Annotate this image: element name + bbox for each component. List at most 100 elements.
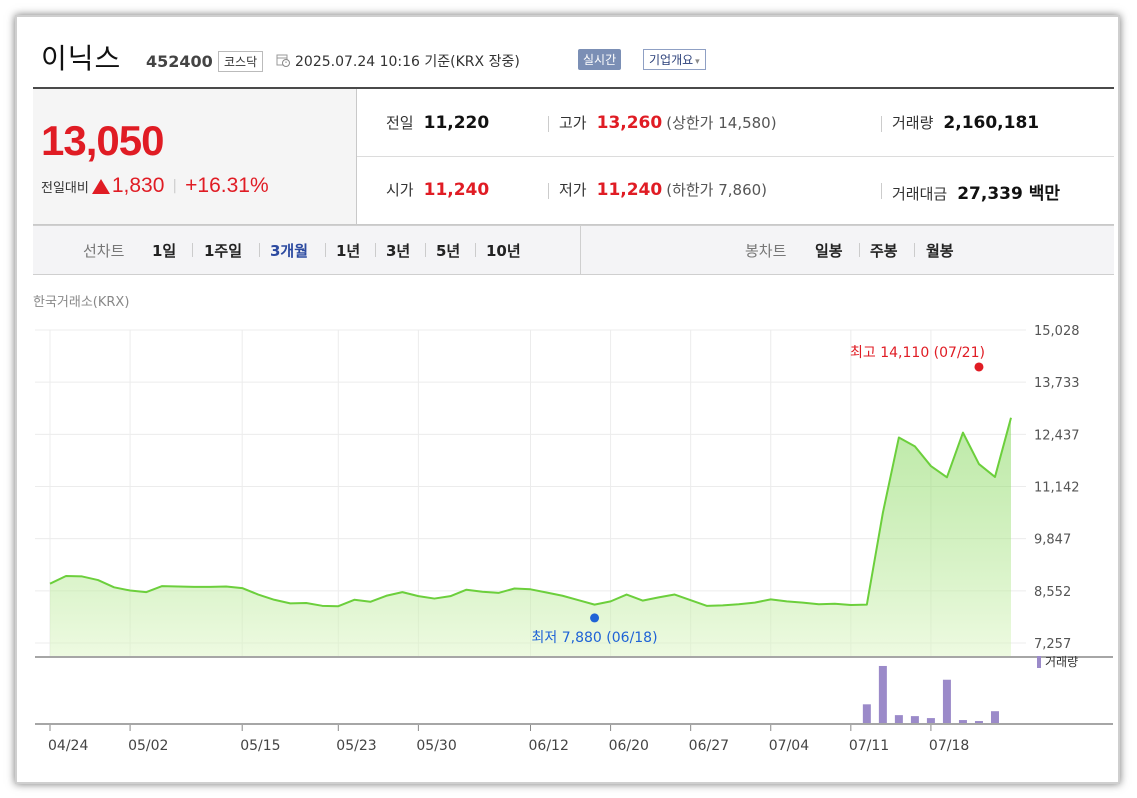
amount-value: 27,339 백만	[957, 184, 1061, 204]
quote-details: 전일 11,220 고가 13,260 (상한가 14,580) 거래량 2,160,1…	[357, 89, 1114, 224]
x-tick-label: 04/24	[48, 738, 88, 754]
x-tick-label: 07/04	[769, 738, 809, 754]
volume-bar	[926, 718, 935, 723]
lower-limit: (하한가 7,860)	[666, 181, 768, 199]
high-annotation: 최고 14,110 (07/21)	[850, 345, 985, 361]
x-tick-label: 06/27	[689, 738, 729, 754]
divider	[375, 243, 376, 257]
divider	[881, 183, 882, 199]
company-overview-dropdown[interactable]: 기업개요 ▾	[643, 49, 706, 70]
price-line	[49, 417, 1012, 608]
high-label: 고가	[559, 114, 587, 132]
x-tick-label: 07/11	[849, 738, 889, 754]
period-3y[interactable]: 3년	[386, 242, 411, 260]
timestamp: 2025.07.24 10:16 기준(KRX 장중)	[295, 54, 520, 70]
amount-label: 거래대금	[892, 185, 948, 203]
change-row: 전일대비 1,830 | +16.31%	[41, 174, 269, 198]
period-10y[interactable]: 10년	[486, 242, 521, 260]
volume-bar	[942, 679, 951, 723]
divider	[259, 243, 260, 257]
divider	[325, 243, 326, 257]
divider	[548, 183, 549, 199]
low-label: 저가	[559, 181, 587, 199]
y-tick-label: 9,847	[1034, 533, 1071, 548]
open-value: 11,240	[423, 180, 490, 200]
divider: |	[172, 178, 178, 194]
stock-code: 452400	[146, 52, 213, 71]
volume-legend: 거래량	[1037, 653, 1078, 670]
change-value: 1,830	[111, 174, 165, 197]
volume-bar	[974, 721, 983, 723]
divider	[548, 116, 549, 132]
volume-bar	[862, 704, 871, 723]
upper-limit: (상한가 14,580)	[666, 114, 777, 132]
volume-bar	[958, 720, 967, 723]
up-triangle-icon	[91, 178, 110, 194]
row-divider	[357, 156, 1114, 157]
divider	[914, 243, 915, 257]
candle-daily[interactable]: 일봉	[815, 242, 843, 260]
divider	[425, 243, 426, 257]
period-3m[interactable]: 3개월	[270, 242, 309, 260]
open-label: 시가	[386, 181, 414, 199]
volume-swatch	[1037, 655, 1041, 668]
price-box: 13,050 전일대비 1,830 | +16.31%	[33, 89, 357, 224]
volume-bar	[910, 716, 919, 723]
x-tick-label: 07/18	[929, 738, 969, 754]
x-tick-label: 05/02	[128, 738, 168, 754]
exchange-label: 한국거래소(KRX)	[33, 295, 130, 310]
period-bar: 선차트 1일 1주일 3개월 1년 3년 5년 10년 봉차트 일봉 주봉 월봉	[33, 225, 1114, 275]
chevron-down-icon: ▾	[695, 57, 700, 67]
price-area-fill	[50, 417, 1011, 656]
x-tick-label: 05/30	[416, 738, 456, 754]
candle-chart-label: 봉차트	[745, 242, 787, 260]
current-price: 13,050	[41, 117, 164, 164]
candle-weekly[interactable]: 주봉	[870, 242, 898, 260]
x-tick-label: 06/12	[529, 738, 569, 754]
prev-label: 전일	[386, 114, 414, 132]
low-annotation: 최저 7,880 (06/18)	[532, 630, 658, 646]
volume-bar	[878, 665, 887, 723]
volume: 거래량 2,160,181	[892, 112, 1039, 133]
quote-panel: 13,050 전일대비 1,830 | +16.31% 전일 11,220 고가 1…	[33, 89, 1114, 225]
prev-value: 11,220	[423, 113, 490, 133]
y-tick-label: 12,437	[1034, 428, 1080, 443]
low-value: 11,240	[596, 180, 663, 200]
stock-header: 이닉스 452400 코스닥 2025.07.24 10:16 기준(KRX 장…	[33, 17, 1114, 89]
y-tick-label: 7,257	[1034, 637, 1071, 652]
day-high: 고가 13,260 (상한가 14,580)	[559, 112, 777, 133]
divider	[881, 116, 882, 132]
volume-bar	[894, 715, 903, 723]
period-5y[interactable]: 5년	[436, 242, 461, 260]
open-price: 시가 11,240	[386, 179, 489, 200]
period-1y[interactable]: 1년	[336, 242, 361, 260]
divider	[475, 243, 476, 257]
divider	[859, 243, 860, 257]
stock-name[interactable]: 이닉스	[41, 42, 122, 75]
y-tick-label: 11,142	[1034, 481, 1080, 496]
x-tick-label: 05/23	[336, 738, 376, 754]
period-1d[interactable]: 1일	[152, 242, 177, 260]
y-tick-label: 13,733	[1034, 376, 1080, 391]
high-marker	[974, 362, 984, 372]
volume-value: 2,160,181	[943, 113, 1040, 133]
change-label: 전일대비	[41, 180, 89, 196]
calendar-clock-icon	[276, 54, 290, 67]
prev-close: 전일 11,220	[386, 112, 489, 133]
change-percent: +16.31%	[185, 174, 269, 197]
volume-bar	[990, 711, 999, 723]
realtime-button[interactable]: 실시간	[578, 49, 622, 70]
y-tick-label: 8,552	[1034, 585, 1071, 600]
candle-monthly[interactable]: 월봉	[926, 242, 954, 260]
y-tick-label: 15,028	[1034, 324, 1080, 339]
volume-legend-label: 거래량	[1045, 655, 1079, 669]
divider	[192, 243, 193, 257]
market-badge: 코스닥	[218, 51, 264, 72]
low-marker	[590, 613, 600, 623]
x-tick-label: 05/15	[240, 738, 280, 754]
x-tick-label: 06/20	[609, 738, 649, 754]
period-1w[interactable]: 1주일	[204, 242, 243, 260]
high-value: 13,260	[596, 113, 663, 133]
volume-label: 거래량	[892, 114, 934, 132]
